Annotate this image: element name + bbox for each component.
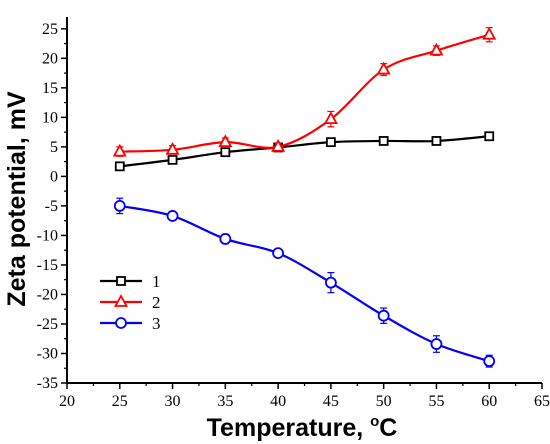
- y-tick-label: 15: [42, 80, 58, 97]
- data-point: [378, 136, 389, 146]
- x-tick-label: 20: [59, 393, 75, 410]
- data-point: [219, 233, 232, 245]
- data-point: [429, 42, 444, 56]
- y-tick-label: -30: [37, 345, 58, 362]
- data-point: [431, 136, 442, 146]
- y-tick-label: 0: [50, 168, 58, 185]
- data-point: [271, 139, 286, 152]
- data-point: [167, 154, 178, 165]
- y-tick-label: -25: [37, 316, 58, 333]
- data-point: [218, 134, 233, 148]
- data-point: [482, 26, 497, 40]
- legend-label: 3: [152, 314, 161, 333]
- x-tick-label: 45: [323, 393, 339, 410]
- x-tick-label: 25: [112, 393, 128, 410]
- data-point: [325, 137, 336, 148]
- series-1: [114, 131, 495, 172]
- x-tick-label: 50: [376, 393, 392, 410]
- data-point: [112, 143, 127, 157]
- y-tick-label: -15: [37, 257, 58, 274]
- series-line: [119, 33, 490, 153]
- data-point: [484, 131, 495, 142]
- data-point: [272, 247, 285, 260]
- data-point: [220, 147, 231, 158]
- legend-marker: [113, 294, 129, 307]
- data-point: [324, 276, 337, 289]
- series-2: [112, 26, 497, 157]
- data-point: [376, 61, 391, 75]
- data-point: [113, 200, 126, 212]
- data-point: [323, 111, 338, 125]
- x-axis-title: Temperature, oC: [207, 413, 398, 442]
- data-point: [165, 141, 180, 155]
- data-point: [114, 161, 125, 172]
- series-3: [113, 197, 496, 368]
- y-tick-label: -35: [37, 375, 58, 392]
- data-point: [377, 309, 390, 322]
- legend-label: 2: [152, 293, 161, 312]
- series-line: [119, 204, 490, 363]
- data-point: [483, 355, 496, 368]
- legend-item-2: 2: [100, 293, 161, 312]
- legend-item-1: 1: [100, 272, 161, 291]
- x-axis-ticks: 20 25 30 35 40 45 50 55 60 65: [59, 383, 550, 410]
- legend-label: 1: [152, 272, 161, 291]
- y-tick-label: 25: [42, 21, 58, 38]
- y-tick-label: -10: [37, 227, 58, 244]
- axes: [66, 17, 542, 384]
- x-tick-label: 35: [217, 393, 233, 410]
- legend-marker: [116, 276, 126, 286]
- y-tick-label: 5: [50, 139, 58, 156]
- y-axis-title: Zeta potential, mV: [3, 91, 31, 307]
- y-axis-ticks: 25 20 15 10 5 0 -5 -10 -15 -20 -25 -30 -35: [37, 21, 67, 392]
- x-tick-label: 65: [534, 393, 550, 410]
- y-tick-label: -20: [37, 286, 58, 303]
- y-tick-label: -5: [45, 198, 58, 215]
- y-tick-label: 10: [42, 109, 58, 126]
- data-point: [430, 338, 443, 350]
- y-tick-label: 20: [42, 50, 58, 67]
- x-tick-label: 60: [481, 393, 497, 410]
- legend: 1 2 3: [100, 272, 161, 333]
- data-point: [166, 210, 179, 222]
- x-tick-label: 40: [270, 393, 286, 410]
- x-tick-label: 30: [165, 393, 181, 410]
- x-tick-label: 55: [428, 393, 444, 410]
- legend-marker: [115, 317, 127, 329]
- legend-item-3: 3: [100, 314, 161, 333]
- series-layer: [112, 26, 497, 368]
